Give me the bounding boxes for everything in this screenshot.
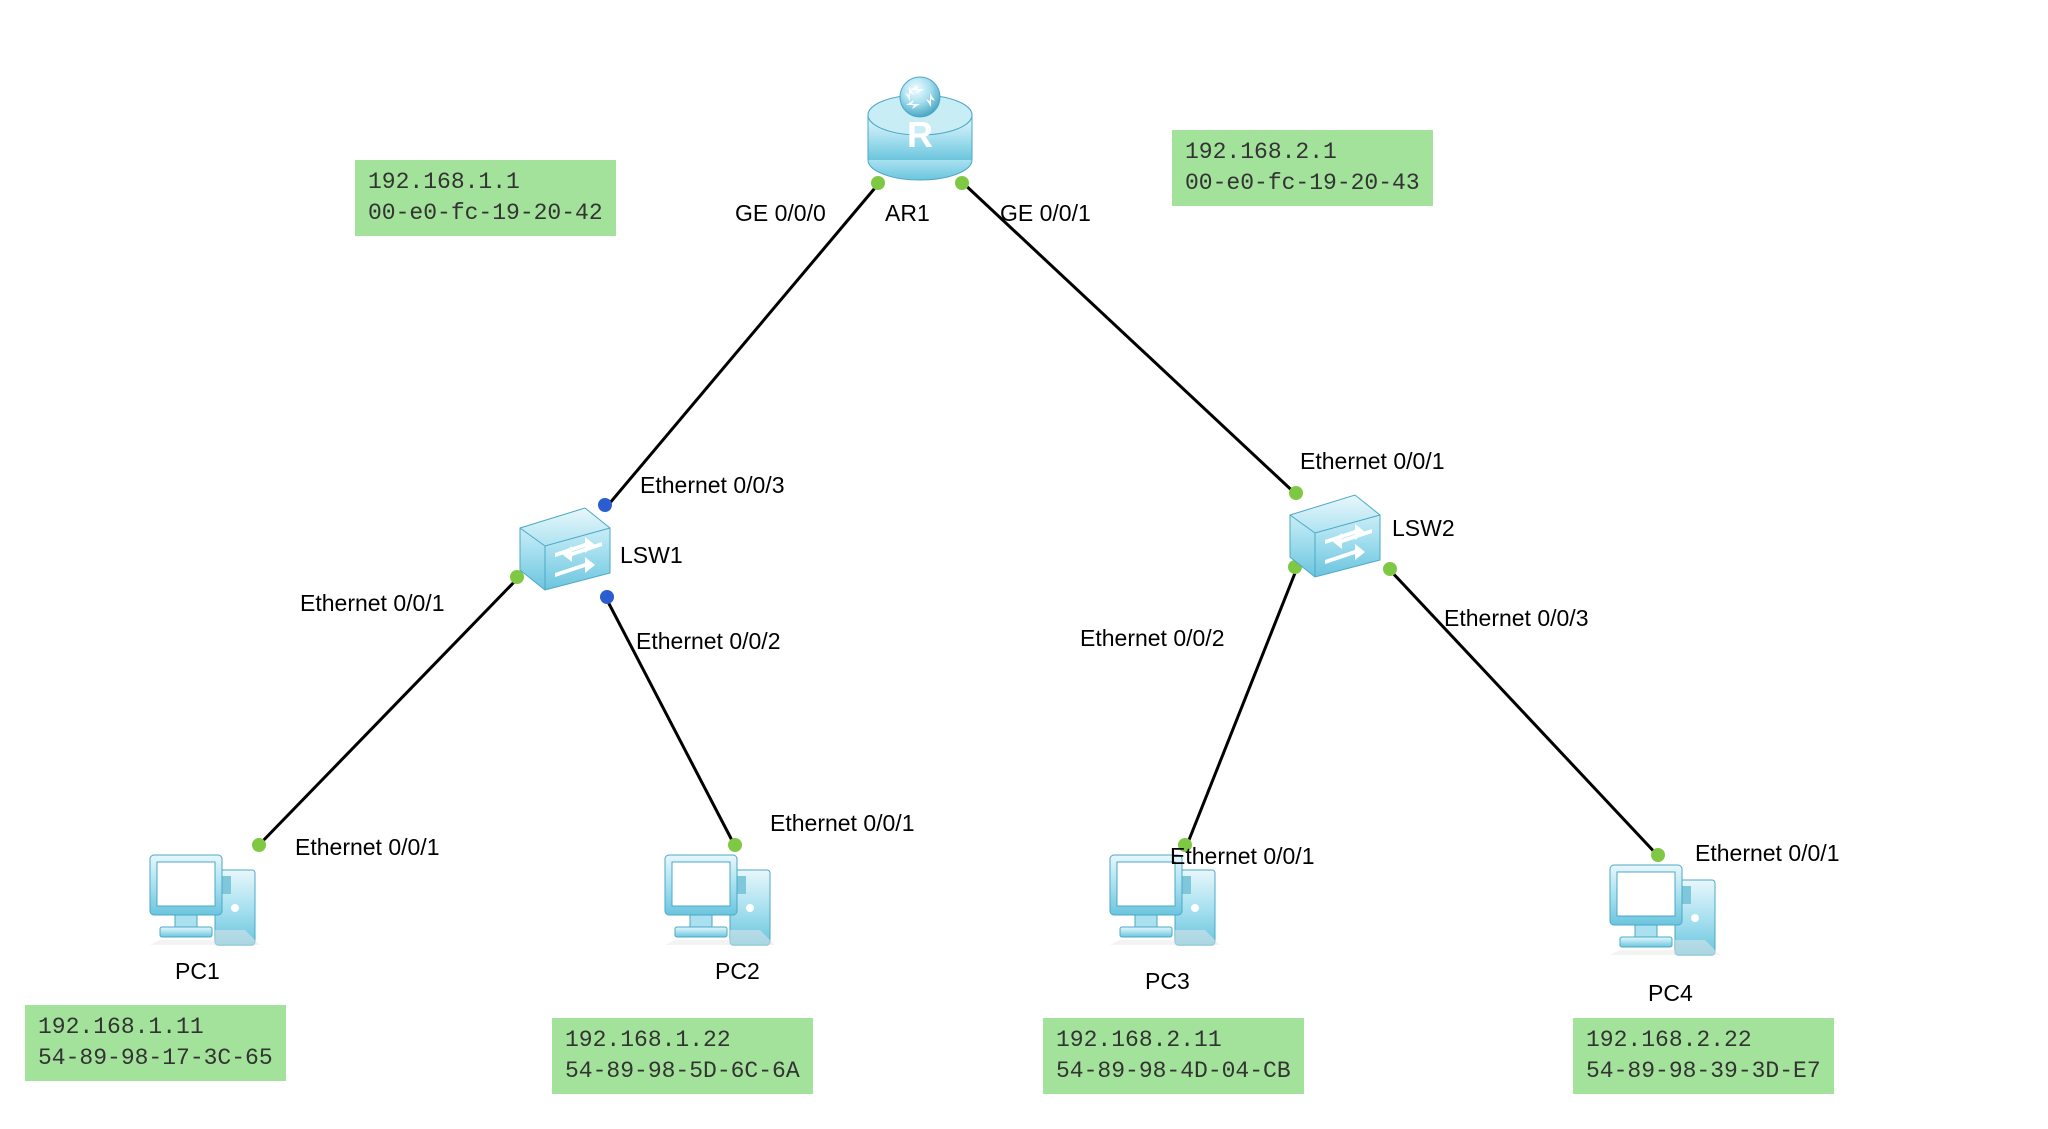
- pc-icon: [145, 840, 270, 955]
- pc-pc2[interactable]: [660, 840, 785, 960]
- pc3-label: PC3: [1145, 968, 1190, 995]
- link-lsw1-pc1: [257, 578, 518, 847]
- port-label-lsw1-e001: Ethernet 0/0/1: [300, 590, 445, 617]
- pc-icon: [660, 840, 785, 955]
- pc2-mac: 54-89-98-5D-6C-6A: [565, 1056, 800, 1087]
- infobox-pc4: 192.168.2.22 54-89-98-39-3D-E7: [1573, 1018, 1834, 1094]
- ar1-right-ip: 192.168.2.1: [1185, 137, 1420, 168]
- link-lsw2-pc3: [1185, 568, 1297, 850]
- switch-lsw2-label: LSW2: [1392, 515, 1455, 542]
- port-label-pc3-e001: Ethernet 0/0/1: [1170, 843, 1315, 870]
- switch-lsw2[interactable]: [1280, 485, 1390, 585]
- ar1-right-mac: 00-e0-fc-19-20-43: [1185, 168, 1420, 199]
- infobox-pc3: 192.168.2.11 54-89-98-4D-04-CB: [1043, 1018, 1304, 1094]
- ar1-left-mac: 00-e0-fc-19-20-42: [368, 198, 603, 229]
- ar1-left-ip: 192.168.1.1: [368, 167, 603, 198]
- pc1-label: PC1: [175, 958, 220, 985]
- infobox-ar1-right: 192.168.2.1 00-e0-fc-19-20-43: [1172, 130, 1433, 206]
- pc3-ip: 192.168.2.11: [1056, 1025, 1291, 1056]
- port-label-lsw2-e002: Ethernet 0/0/2: [1080, 625, 1225, 652]
- topology-links: [0, 0, 2048, 1129]
- port-label-pc2-e001: Ethernet 0/0/1: [770, 810, 915, 837]
- pc3-mac: 54-89-98-4D-04-CB: [1056, 1056, 1291, 1087]
- infobox-ar1-left: 192.168.1.1 00-e0-fc-19-20-42: [355, 160, 616, 236]
- infobox-pc2: 192.168.1.22 54-89-98-5D-6C-6A: [552, 1018, 813, 1094]
- pc4-mac: 54-89-98-39-3D-E7: [1586, 1056, 1821, 1087]
- link-ar1-lsw2: [962, 182, 1300, 498]
- link-ar1-lsw1: [604, 182, 880, 510]
- port-label-ge001: GE 0/0/1: [1000, 200, 1091, 227]
- pc-icon: [1605, 850, 1730, 965]
- port-label-lsw1-e002: Ethernet 0/0/2: [636, 628, 781, 655]
- port-label-pc1-e001: Ethernet 0/0/1: [295, 834, 440, 861]
- router-ar1[interactable]: R: [860, 75, 980, 190]
- pc4-label: PC4: [1648, 980, 1693, 1007]
- router-icon: R: [860, 75, 980, 185]
- infobox-pc1: 192.168.1.11 54-89-98-17-3C-65: [25, 1005, 286, 1081]
- switch-icon: [1280, 485, 1390, 580]
- port-label-lsw1-e003: Ethernet 0/0/3: [640, 472, 785, 499]
- pc1-mac: 54-89-98-17-3C-65: [38, 1043, 273, 1074]
- port-label-lsw2-e001: Ethernet 0/0/1: [1300, 448, 1445, 475]
- svg-text:R: R: [907, 114, 933, 155]
- switch-icon: [510, 498, 620, 593]
- switch-lsw1[interactable]: [510, 498, 620, 598]
- pc1-ip: 192.168.1.11: [38, 1012, 273, 1043]
- port-label-pc4-e001: Ethernet 0/0/1: [1695, 840, 1840, 867]
- port-label-ge000: GE 0/0/0: [735, 200, 826, 227]
- pc4-ip: 192.168.2.22: [1586, 1025, 1821, 1056]
- router-ar1-label: AR1: [885, 200, 930, 227]
- port-label-lsw2-e003: Ethernet 0/0/3: [1444, 605, 1589, 632]
- pc-pc4[interactable]: [1605, 850, 1730, 970]
- switch-lsw1-label: LSW1: [620, 542, 683, 569]
- pc2-ip: 192.168.1.22: [565, 1025, 800, 1056]
- pc-pc1[interactable]: [145, 840, 270, 960]
- pc2-label: PC2: [715, 958, 760, 985]
